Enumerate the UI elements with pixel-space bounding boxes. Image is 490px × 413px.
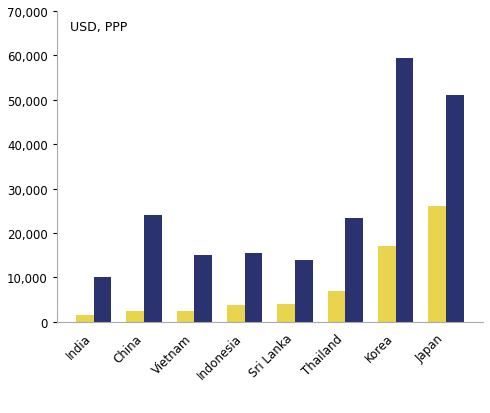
Bar bbox=[177, 311, 195, 322]
Bar bbox=[328, 291, 345, 322]
Bar bbox=[446, 96, 464, 322]
Bar bbox=[195, 256, 212, 322]
Bar bbox=[277, 304, 295, 322]
Bar bbox=[378, 247, 396, 322]
Bar bbox=[428, 207, 446, 322]
Bar bbox=[396, 59, 414, 322]
Text: USD, PPP: USD, PPP bbox=[70, 21, 127, 34]
Bar bbox=[227, 305, 245, 322]
Bar bbox=[295, 260, 313, 322]
Bar bbox=[245, 254, 262, 322]
Bar bbox=[94, 278, 111, 322]
Bar bbox=[126, 311, 144, 322]
Bar bbox=[144, 216, 162, 322]
Bar bbox=[76, 316, 94, 322]
Bar bbox=[345, 218, 363, 322]
